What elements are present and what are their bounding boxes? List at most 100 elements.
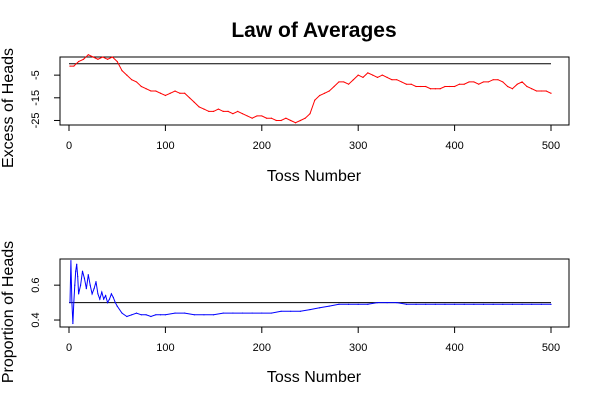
proportion-heads-x-axis-label: Toss Number [267,369,362,386]
excess-heads-data-point [256,115,258,117]
proportion-heads-plot-frame [59,258,570,328]
excess-heads-data-point [270,117,273,119]
excess-heads-data-point [516,83,518,85]
excess-heads-data-point [352,79,354,81]
excess-heads-y-axis: -25 -15 -5 [30,70,60,128]
excess-heads-data-point [102,56,104,58]
proportion-heads-data-point [473,303,475,305]
excess-heads-data-point [294,122,297,124]
proportion-heads-data-point [101,291,103,293]
excess-heads-data-point [299,119,301,122]
excess-heads-panel: 0 100 200 300 400 500 -25 -15 -5 Toss Number Ex… [0,48,570,185]
proportion-heads-data-point [70,260,72,262]
excess-heads-points [69,54,552,124]
proportion-heads-y-tick-label: 0.6 [30,278,42,293]
excess-heads-data-point [396,79,398,81]
excess-heads-data-point [174,90,176,92]
excess-heads-data-point [304,117,306,119]
excess-heads-data-point [502,81,504,83]
proportion-heads-data-point [511,303,514,305]
proportion-heads-y-axis-label: Proportion of Heads [0,241,17,383]
proportion-heads-data-point [116,305,118,307]
excess-heads-data-point [511,88,514,90]
proportion-heads-data-point [550,303,552,305]
excess-heads-y-tick-label: -5 [30,70,42,80]
excess-heads-data-point [164,94,166,97]
proportion-heads-x-tick-label: 0 [66,342,72,354]
proportion-heads-data-point [184,312,186,314]
proportion-heads-data-point [193,314,195,316]
proportion-heads-data-point [78,293,80,295]
excess-heads-data-point [362,76,364,78]
proportion-heads-data-point [492,303,494,305]
proportion-heads-data-point [531,303,533,305]
proportion-heads-x-axis: 0 100 200 300 400 500 [66,327,560,354]
proportion-heads-data-point [164,314,166,316]
excess-heads-data-point [386,76,388,78]
proportion-heads-data-point [463,303,465,305]
excess-heads-data-point [261,115,263,117]
excess-heads-data-point [410,83,412,85]
excess-heads-data-point [135,81,138,83]
excess-heads-data-point [338,81,340,83]
proportion-heads-data-point [434,303,436,305]
proportion-heads-data-point [72,322,74,325]
proportion-heads-data-point [140,314,142,316]
excess-heads-data-point [347,83,350,85]
excess-heads-data-point [69,65,71,67]
proportion-heads-data-point [69,301,71,304]
proportion-heads-data-point [280,310,282,312]
proportion-heads-data-point [241,312,244,314]
excess-heads-data-point [208,110,210,112]
proportion-heads-data-point [540,303,542,305]
proportion-heads-data-point [251,312,253,314]
proportion-heads-data-point [309,308,311,311]
excess-heads-data-point [444,85,446,88]
excess-heads-data-point [92,56,94,58]
proportion-heads-data-point [338,303,340,305]
excess-heads-data-point [507,85,509,88]
proportion-heads-data-point [110,293,113,295]
proportion-heads-y-axis: 0.4 0.6 [30,278,60,328]
proportion-heads-data-point [299,310,301,312]
proportion-heads-data-point [319,307,321,309]
excess-heads-data-point [391,79,393,81]
excess-heads-data-point [439,88,441,90]
excess-heads-data-point [169,92,171,94]
excess-heads-data-point [420,85,422,88]
proportion-heads-data-point [121,312,123,314]
excess-heads-data-point [222,110,224,112]
excess-heads-data-point [290,119,292,122]
proportion-heads-x-tick-label: 200 [253,342,271,354]
excess-heads-data-point [531,88,533,90]
excess-heads-data-point [87,54,89,56]
chart-title: Law of Averages [231,19,396,42]
excess-heads-data-point [266,117,268,119]
excess-heads-data-point [323,92,326,94]
proportion-heads-data-point [328,305,330,307]
excess-heads-data-point [179,92,181,94]
excess-heads-data-point [458,83,461,85]
excess-heads-data-point [381,74,383,76]
proportion-heads-data-point [222,312,224,314]
excess-heads-data-point [482,81,485,83]
proportion-heads-data-point [87,274,89,276]
excess-heads-y-tick-label: -25 [30,113,42,129]
excess-heads-data-point [111,56,113,58]
proportion-heads-data-point [174,312,176,314]
proportion-heads-data-point [213,314,215,316]
excess-heads-data-point [545,90,547,92]
excess-heads-x-tick-label: 300 [349,140,367,152]
excess-heads-data-point [213,110,215,112]
excess-heads-data-point [246,115,248,117]
proportion-heads-data-point [79,284,82,286]
excess-heads-data-point [328,90,330,92]
proportion-heads-x-tick-label: 400 [445,342,463,354]
excess-heads-data-point [473,81,475,83]
excess-heads-data-point [449,85,451,88]
proportion-heads-data-point [95,281,97,283]
excess-heads-series-line [70,54,552,124]
excess-heads-data-point [400,81,403,83]
proportion-heads-data-point [203,314,205,316]
